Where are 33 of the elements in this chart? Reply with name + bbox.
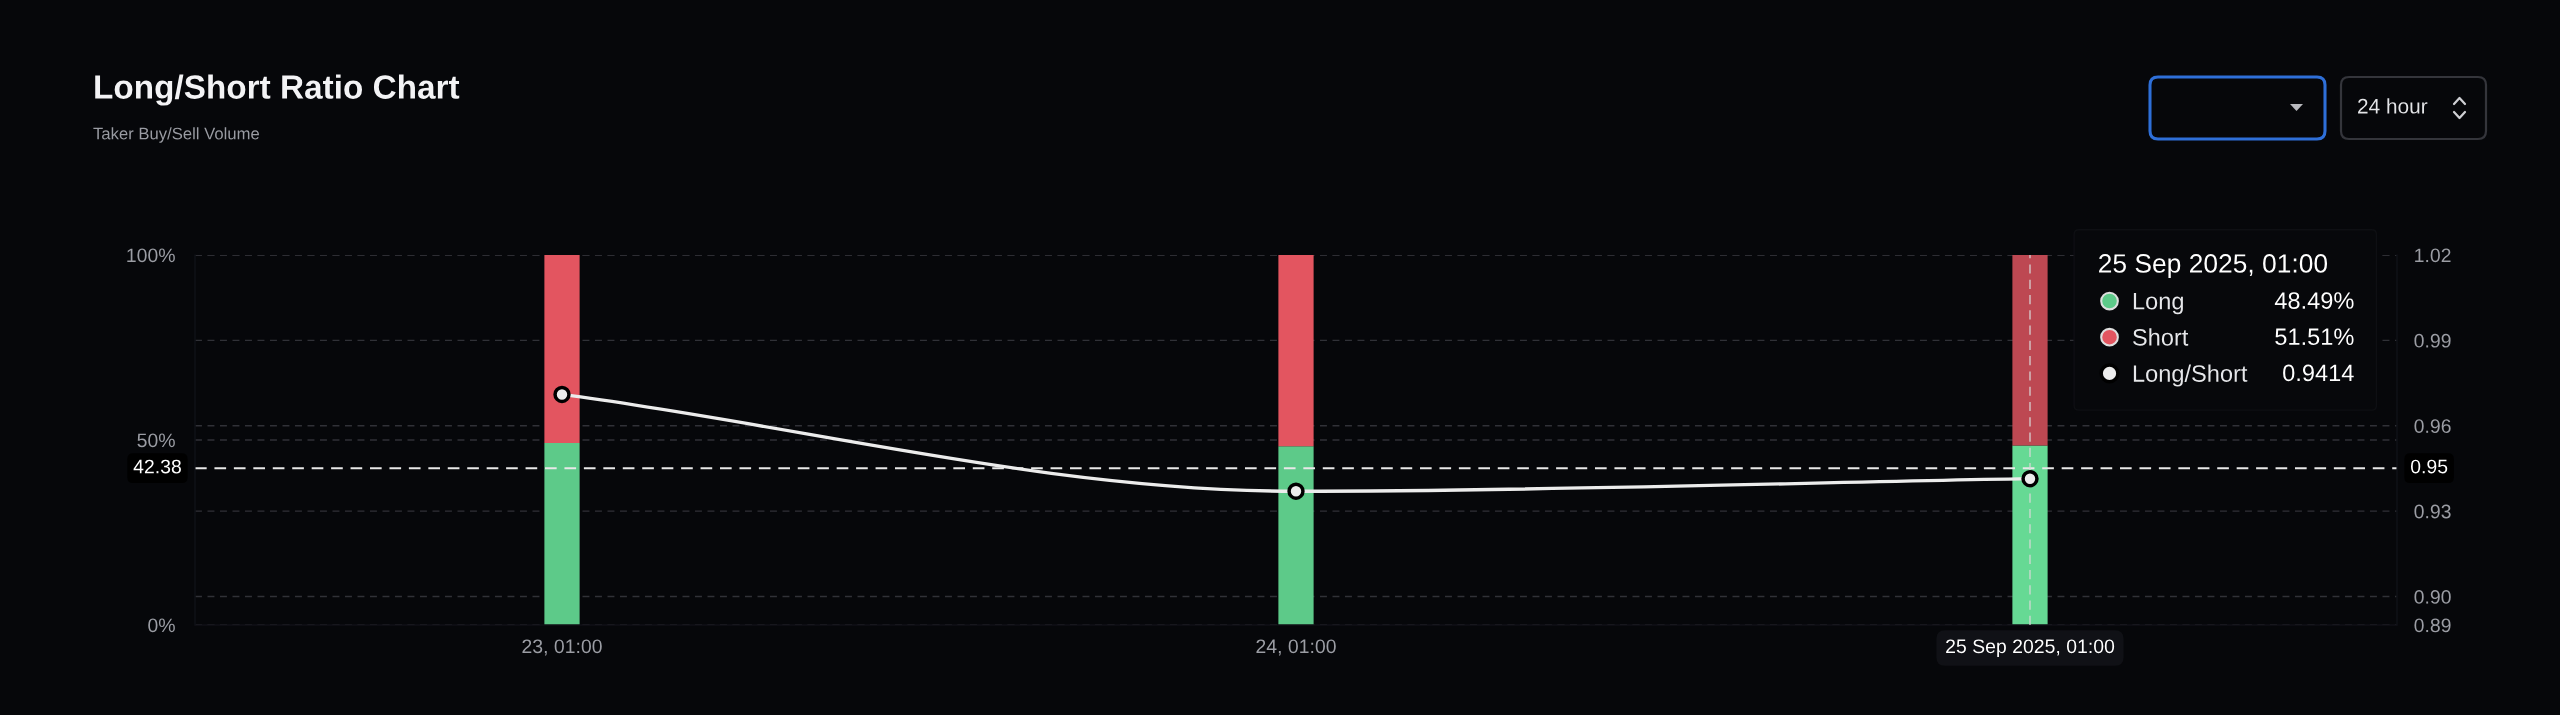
x-tick-label: 23, 01:00 — [522, 639, 602, 656]
bar — [2012, 445, 2048, 625]
x-tick-label: 24, 01:00 — [1256, 639, 1336, 656]
y2-tick-label: 1.02 — [2415, 248, 2451, 263]
bar — [544, 255, 580, 443]
y2-tick-label: 0.93 — [2414, 504, 2451, 519]
bar — [1278, 255, 1314, 447]
chart-subtitle: Taker Buy/Sell Volume — [93, 127, 259, 143]
y2-tick-label: 0.90 — [2414, 590, 2451, 604]
legend-label: Long/Short — [2133, 364, 2248, 387]
y2-tick-label: 0.99 — [2414, 333, 2451, 348]
legend-label: Long — [2133, 293, 2183, 315]
y2-tick-label: 0.89 — [2414, 618, 2451, 633]
point — [1287, 482, 1305, 500]
y-tick-label: 100% — [127, 248, 175, 263]
ref-line-label: 42.38 — [133, 459, 181, 474]
text: 0.95 — [2410, 459, 2448, 474]
y2-tick-label: 0.96 — [2414, 419, 2451, 434]
annotation: 0.9414 — [2283, 364, 2354, 382]
legend-title: 25 Sep 2025, 01:00 — [2099, 254, 2328, 279]
y-tick-label: 50% — [137, 433, 175, 448]
bar — [1278, 446, 1314, 625]
annotation: 51.51% — [2275, 328, 2354, 346]
chart-title: Long/Short Ratio Chart — [95, 74, 460, 106]
x-tick-label: 25 Sep 2025, 01:00 — [1946, 639, 2115, 658]
annotation: 48.49% — [2274, 292, 2354, 309]
text: 24 hour — [2358, 98, 2428, 114]
point — [553, 385, 571, 404]
y-tick-label: 0% — [148, 618, 175, 633]
legend-label: Short — [2133, 328, 2189, 346]
bar — [2012, 255, 2048, 446]
point — [2021, 470, 2039, 488]
bar — [544, 442, 580, 625]
